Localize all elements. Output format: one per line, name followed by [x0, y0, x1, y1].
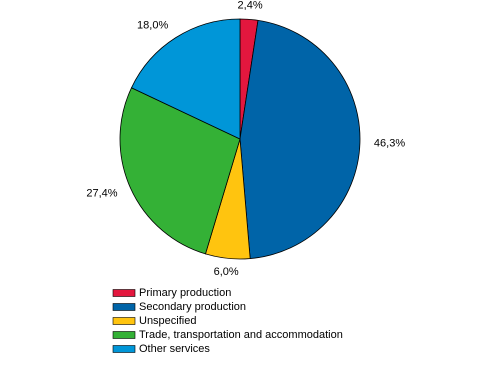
- legend-swatch: [112, 303, 136, 311]
- pie-slice: [130, 18, 241, 140]
- data-label: 46,3%: [374, 137, 405, 149]
- legend-swatch: [112, 317, 136, 325]
- legend-swatch: [112, 331, 136, 339]
- data-label: 6,0%: [214, 266, 239, 278]
- legend-swatch: [112, 289, 136, 297]
- legend-label: Unspecified: [139, 315, 196, 327]
- data-label: 2,4%: [238, 0, 263, 11]
- data-label: 18,0%: [137, 20, 168, 32]
- data-label: 27,4%: [86, 187, 117, 199]
- pie-slice: [119, 87, 241, 255]
- legend-swatch: [112, 345, 136, 353]
- pie-slice: [239, 19, 361, 260]
- legend-label: Trade, transportation and accommodation: [139, 329, 343, 341]
- legend-label: Primary production: [139, 287, 231, 299]
- legend-label: Secondary production: [139, 301, 246, 313]
- legend-label: Other services: [139, 343, 210, 355]
